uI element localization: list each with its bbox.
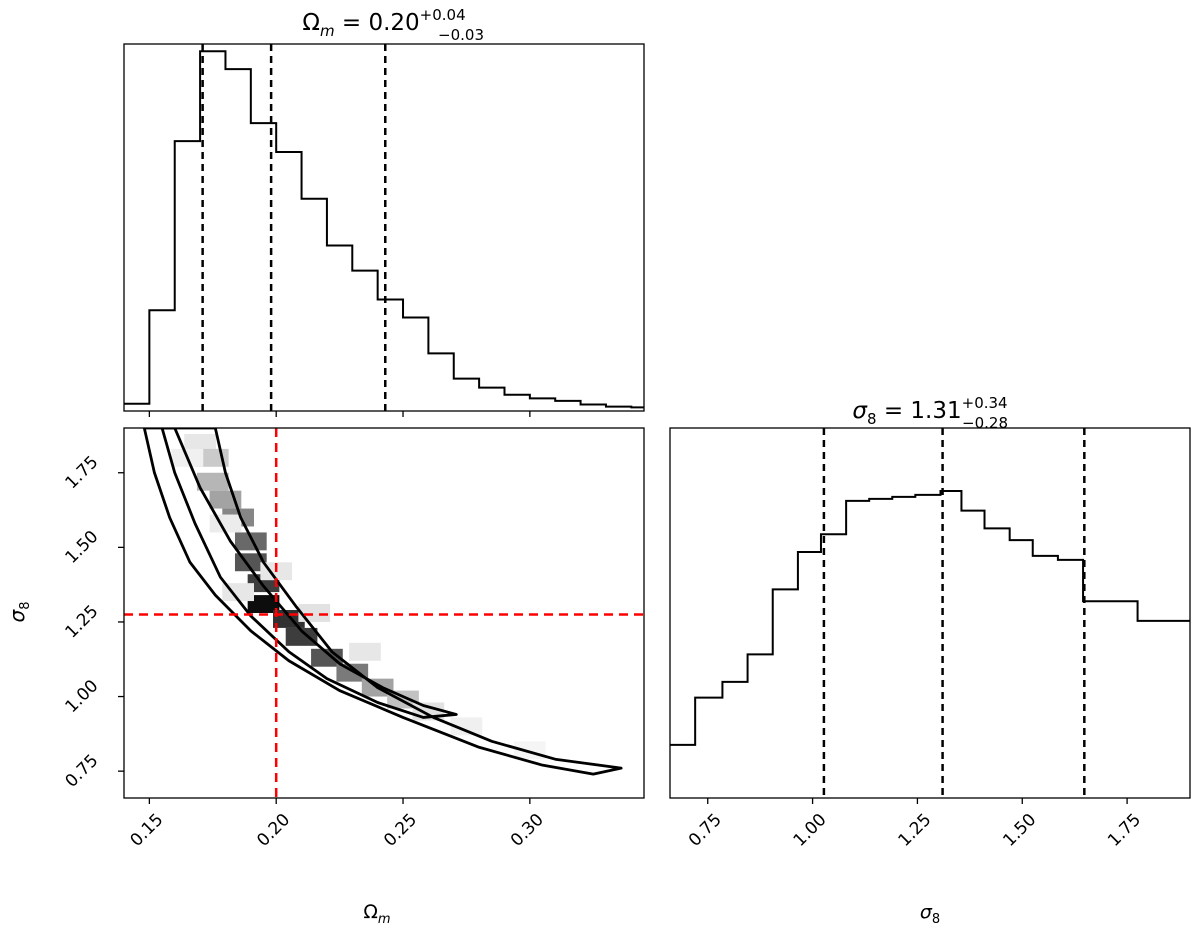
joint-density-cell [196,472,229,491]
sigma-8-x-tick-label: 1.00 [790,810,831,851]
joint-x-tick-label: 0.25 [380,810,421,851]
joint-contour-outer [142,428,623,776]
joint-y-axis-symbol: σ [5,608,29,622]
sigma-8-marginal-ticks [707,798,1128,804]
joint-x-axis-subscript: m [378,912,391,927]
omega-m-histogram-step [124,50,644,409]
omega-m-histogram-marks [124,44,644,411]
omega-m-title-lower-err: −0.03 [438,26,484,44]
sigma-8-title-lower-err: −0.28 [962,414,1008,432]
joint-y-tick-label: 1.50 [62,527,103,568]
omega-m-marginal-panel: Ωm = 0.20+0.04 −0.03 [123,6,645,417]
joint-density-cells [171,433,546,760]
joint-density-cell [247,595,280,613]
joint-frame [123,427,645,799]
joint-panel: 0.15 0.20 0.25 0.30 0.75 1.00 1.25 1.50 … [5,427,645,927]
joint-density-cell [234,532,267,551]
joint-y-tick-labels: 0.75 1.00 1.25 1.50 1.75 [62,452,103,791]
joint-x-tick-label: 0.15 [126,810,167,851]
joint-contour-inner [160,428,458,719]
joint-contours [142,428,623,776]
omega-m-title-symbol: Ω [302,10,320,36]
omega-m-title-upper-err: +0.04 [420,6,466,24]
sigma-8-x-tick-labels: 0.75 1.00 1.25 1.50 1.75 [685,810,1145,851]
joint-y-tick-label: 1.00 [62,676,103,717]
sigma-8-histogram-marks [670,428,1190,798]
joint-density-cell [349,642,381,661]
sigma-8-x-tick-label: 0.75 [685,810,726,851]
omega-m-marginal-frame [123,43,645,412]
sigma-8-title-subscript: 8 [867,410,877,428]
omega-m-title-value: = 0.20 [335,10,420,36]
joint-x-tick-label: 0.30 [507,810,548,851]
joint-x-tick-labels: 0.15 0.20 0.25 0.30 [126,810,547,851]
sigma-8-title-upper-err: +0.34 [962,394,1008,412]
joint-density-cell [184,433,216,452]
sigma-8-x-tick-label: 1.25 [895,810,936,851]
joint-y-axis-label: σ8 [5,602,33,623]
joint-density-cell [298,604,331,622]
sigma-8-x-tick-label: 1.75 [1104,810,1145,851]
sigma-8-title: σ8 = 1.31+0.34 −0.28 [852,394,1008,432]
sigma-8-marginal-frame [669,427,1191,799]
joint-x-axis-symbol: Ω [363,901,378,923]
sigma-8-x-axis-symbol: σ [920,901,933,923]
joint-y-tick-label: 1.25 [62,601,103,642]
omega-m-title: Ωm = 0.20+0.04 −0.03 [302,6,484,44]
sigma-8-marginal-panel: 0.75 1.00 1.25 1.50 1.75 σ8 = 1.31+0.34−… [669,394,1191,927]
sigma-8-x-tick-label: 1.50 [999,810,1040,851]
joint-ticks [118,472,531,804]
sigma-8-title-value: = 1.31 [877,398,962,424]
joint-truth-lines [124,428,644,798]
joint-density-cell [336,663,369,682]
sigma-8-x-axis-label: σ8 [920,901,940,927]
joint-y-axis-subscript: 8 [18,602,33,610]
joint-y-tick-label: 1.75 [62,452,103,493]
omega-m-title-subscript: m [320,22,335,40]
sigma-8-x-axis-subscript: 8 [932,912,940,927]
sigma-8-histogram-step [670,489,1190,746]
joint-x-axis-label: Ωm [363,901,390,927]
joint-density-cell [285,627,318,646]
joint-density-cell [450,717,483,736]
sigma-8-title-symbol: σ [852,398,868,424]
omega-m-marginal-ticks [148,411,531,417]
joint-y-tick-label: 0.75 [62,751,103,792]
joint-x-tick-label: 0.20 [253,810,294,851]
